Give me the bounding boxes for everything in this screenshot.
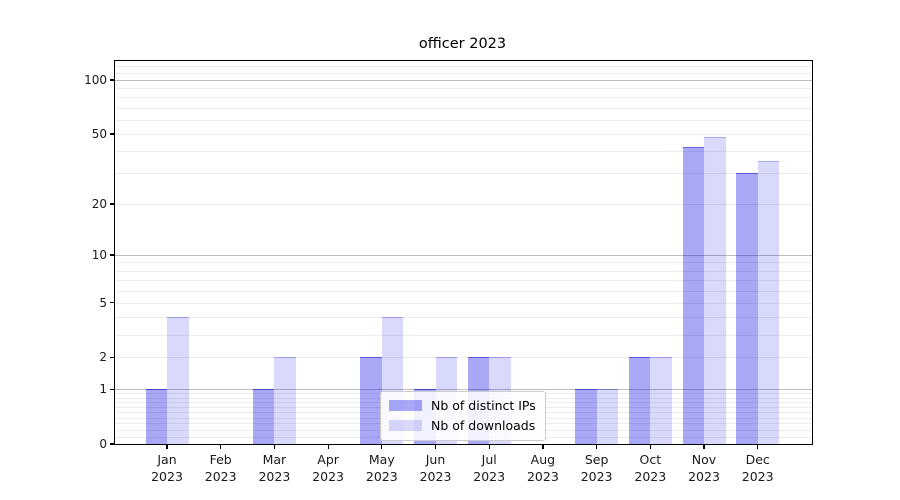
- x-tick-label: Nov 2023: [688, 452, 720, 484]
- bar-downloads: [650, 357, 672, 444]
- bar-distinct-ips: [575, 389, 597, 444]
- y-tick: [110, 79, 115, 81]
- x-tick-label: Apr 2023: [312, 452, 344, 484]
- x-tick: [488, 444, 490, 449]
- y-tick: [110, 388, 115, 390]
- y-tick-label: 10: [91, 247, 107, 262]
- x-tick-label: Jan 2023: [151, 452, 183, 484]
- x-tick: [166, 444, 168, 449]
- gridline-minor: [115, 133, 812, 135]
- x-tick-label: Sep 2023: [580, 452, 613, 484]
- x-tick-label: Feb 2023: [204, 452, 237, 484]
- gridline-minor: [115, 317, 812, 319]
- gridline-major: [115, 389, 812, 391]
- legend-swatch-downloads: [389, 420, 422, 431]
- legend-item-distinct-ips: Nb of distinct IPs: [389, 398, 536, 413]
- x-tick-label: Jul 2023: [473, 452, 506, 484]
- x-tick: [757, 444, 759, 449]
- y-tick: [110, 302, 115, 304]
- y-tick-label: 100: [84, 73, 107, 87]
- bar-distinct-ips: [682, 147, 704, 444]
- x-tick: [703, 444, 705, 449]
- gridline-major: [115, 80, 812, 81]
- y-tick-label: 20: [91, 196, 107, 211]
- x-tick: [542, 444, 544, 449]
- y-tick-label: 5: [99, 295, 107, 310]
- y-tick: [110, 203, 115, 205]
- bar-downloads: [596, 389, 619, 444]
- x-tick: [434, 444, 437, 449]
- chart-title: officer 2023: [418, 36, 507, 52]
- y-tick-label: 1: [99, 382, 107, 397]
- gridline-minor: [115, 270, 812, 272]
- gridline-major: [115, 254, 812, 256]
- x-tick: [596, 444, 598, 449]
- x-tick-label: Aug 2023: [526, 452, 559, 484]
- x-tick: [327, 444, 329, 449]
- x-tick-label: Mar 2023: [258, 452, 291, 484]
- bar-distinct-ips: [628, 357, 651, 444]
- x-tick-label: Oct 2023: [634, 452, 667, 484]
- y-tick: [110, 133, 115, 135]
- gridline-minor: [115, 302, 812, 304]
- gridline-minor: [115, 119, 812, 121]
- legend-item-downloads: Nb of downloads: [389, 418, 536, 433]
- x-tick-label: Dec 2023: [741, 452, 774, 484]
- legend-swatch-distinct-ips: [389, 400, 422, 411]
- gridline-minor: [115, 280, 812, 281]
- gridline-minor: [115, 65, 812, 67]
- legend-label-downloads: Nb of downloads: [431, 418, 536, 433]
- y-tick: [110, 356, 115, 359]
- bar-downloads: [274, 357, 296, 444]
- gridline-minor: [115, 151, 812, 153]
- x-tick: [273, 444, 276, 449]
- plot-area: 100 50 20 10 5 2 1 0 Jan 2023 Feb 2023 Mar 2023 Apr…: [84, 60, 813, 484]
- x-tick-label: May 2023: [365, 452, 398, 484]
- y-tick: [110, 443, 115, 445]
- gridline-minor: [115, 97, 812, 99]
- y-tick-label: 50: [91, 126, 107, 141]
- x-tick: [649, 444, 651, 449]
- legend: Nb of distinct IPs Nb of downloads: [380, 391, 546, 441]
- gridline-minor: [115, 173, 812, 175]
- y-tick-label: 2: [99, 350, 107, 365]
- gridline-minor: [115, 88, 812, 90]
- bar-distinct-ips: [360, 357, 382, 444]
- gridline-minor: [115, 334, 812, 336]
- gridline-minor: [115, 72, 812, 74]
- bar-distinct-ips: [736, 173, 758, 444]
- bar-distinct-ips: [252, 389, 275, 444]
- gridline-minor: [115, 290, 812, 292]
- legend-label-distinct-ips: Nb of distinct IPs: [431, 398, 536, 413]
- bar-downloads: [167, 317, 189, 444]
- bar-downloads: [757, 161, 780, 444]
- bar-distinct-ips: [145, 389, 167, 444]
- x-tick: [220, 444, 222, 449]
- gridline-minor: [115, 203, 812, 205]
- gridline-minor: [115, 357, 812, 359]
- bar-downloads: [704, 137, 726, 444]
- y-tick-label: 0: [99, 437, 107, 451]
- x-tick-label: Jun 2023: [419, 452, 452, 484]
- gridline-minor: [115, 107, 812, 109]
- y-tick: [110, 254, 115, 256]
- gridline-minor: [115, 262, 812, 264]
- x-tick: [381, 444, 383, 449]
